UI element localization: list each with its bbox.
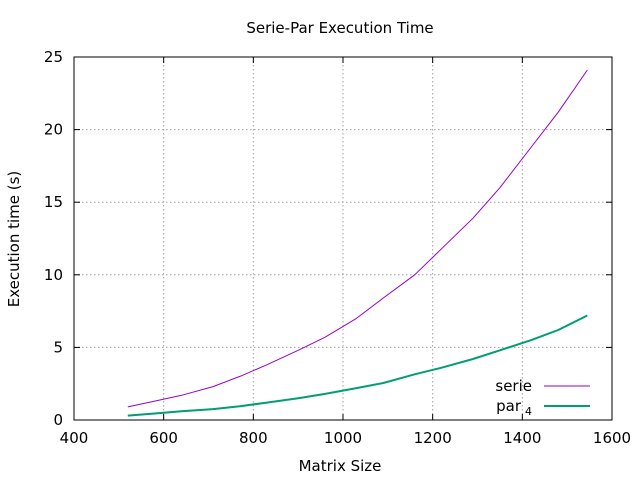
y-tick-label: 0 (53, 411, 63, 429)
x-tick-label: 600 (149, 429, 178, 447)
series-line-serie (127, 69, 588, 408)
y-tick-label: 20 (44, 121, 63, 139)
legend: serie par 4 (495, 377, 590, 418)
legend-label-subscript: 4 (525, 405, 532, 418)
legend-label-text: par (496, 397, 522, 415)
y-axis-label: Execution time (s) (5, 171, 23, 308)
series (127, 69, 588, 417)
y-tick-label: 25 (44, 48, 63, 66)
legend-label-serie: serie (495, 377, 532, 395)
x-tick-label: 1200 (414, 429, 452, 447)
x-tick-label: 1600 (593, 429, 631, 447)
y-tick-label: 10 (44, 266, 63, 284)
x-axis-label: Matrix Size (299, 457, 382, 475)
legend-label-par: par 4 (496, 397, 532, 418)
x-tick-label: 400 (60, 429, 89, 447)
y-tick-label: 15 (44, 193, 63, 211)
y-tick-label: 5 (53, 338, 63, 356)
grid (74, 57, 612, 420)
x-tick-label: 1000 (324, 429, 362, 447)
ticks: 400 600 800 1000 1200 1400 1600 0 5 10 15 20 25 (44, 48, 631, 447)
x-tick-label: 800 (239, 429, 268, 447)
x-tick-label: 1400 (503, 429, 541, 447)
chart-title: Serie-Par Execution Time (246, 19, 433, 37)
series-line-par (127, 314, 588, 417)
legend-label-text: serie (495, 377, 532, 395)
